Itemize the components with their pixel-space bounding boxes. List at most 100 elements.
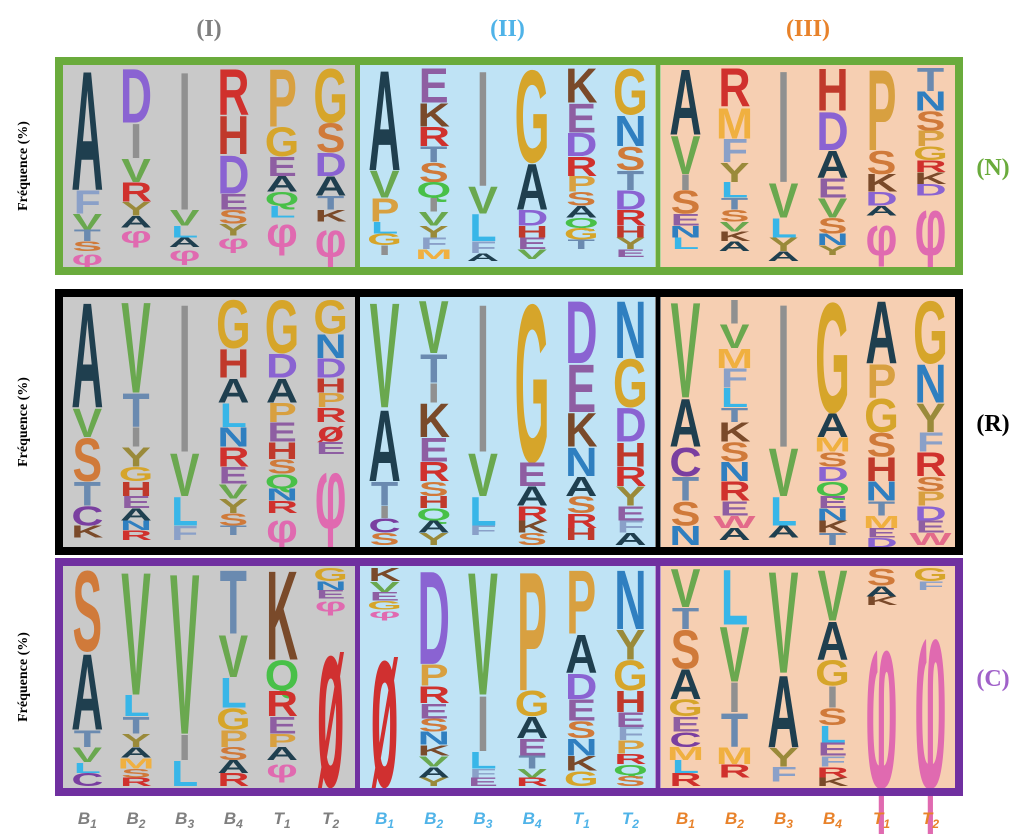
logo-letter: I: [728, 294, 740, 332]
logo-letter: V: [769, 172, 799, 228]
logo-letter: Y: [219, 221, 249, 239]
logo-letter: K: [816, 775, 849, 789]
logo-letter: L: [819, 720, 846, 748]
logo-letter: S: [671, 619, 701, 680]
logo-letter: S: [720, 436, 750, 467]
logo-letter: M: [716, 742, 753, 770]
logo-letter: P: [566, 552, 596, 653]
logo-letter: G: [367, 598, 402, 612]
x-tick-label: B2: [127, 809, 146, 831]
logo-letter: S: [566, 716, 596, 744]
x-tick-label: B4: [523, 809, 542, 831]
logo-letter: I: [428, 377, 440, 408]
logo-letter: E: [419, 700, 449, 724]
logo-letter: T: [721, 404, 748, 426]
logo-letter: E: [267, 712, 297, 739]
logo-letter: A: [217, 372, 249, 410]
logo-letter: V: [219, 623, 249, 690]
logo-letter: G: [515, 43, 550, 190]
logo-letter: W: [909, 530, 951, 549]
logo-letter: V: [370, 579, 401, 596]
logo-letter: G: [216, 288, 251, 364]
logo-letter: V: [720, 219, 750, 234]
logo-letter: R: [718, 476, 750, 507]
logo-letter: D: [614, 398, 646, 452]
logo-letter: G: [864, 388, 899, 442]
logo-letter: A: [565, 471, 597, 502]
logo-letter: L: [371, 219, 398, 238]
logo-letter: R: [816, 764, 848, 781]
logo-letter: H: [614, 436, 646, 474]
logo-letter: L: [770, 212, 797, 243]
logo-letter: T: [317, 193, 344, 214]
logo-letter: φ: [866, 206, 898, 267]
logo-letter: T: [74, 227, 102, 245]
logo-letter: K: [565, 403, 598, 457]
logo-letter: φ: [915, 182, 947, 274]
logo-letter: T: [721, 195, 749, 213]
logo-letter: M: [716, 343, 753, 374]
logo-letter: ø: [317, 417, 345, 447]
logo-letter: V: [370, 163, 400, 206]
logo-panel-background: [63, 564, 355, 790]
logo-letter: H: [418, 493, 450, 512]
logo-letter: Q: [265, 653, 300, 700]
logo-letter: D: [565, 282, 597, 382]
logo-letter: P: [370, 192, 400, 229]
logo-letter: F: [469, 238, 496, 257]
logo-letter: N: [266, 486, 298, 505]
logo-letter: E: [517, 733, 547, 761]
logo-letter: F: [74, 185, 101, 221]
logo-letter: E: [818, 739, 848, 759]
logo-letter: V: [73, 210, 103, 234]
logo-letter: N: [418, 729, 450, 749]
logo-panel-background: [63, 63, 355, 269]
x-tick-label: B1: [375, 809, 394, 831]
logo-letter: L: [770, 489, 797, 535]
logo-letter: T: [371, 476, 398, 514]
logo-panel-background: [360, 564, 655, 790]
logo-letter: Y: [419, 530, 449, 549]
logo-letter: L: [469, 206, 496, 249]
logo-letter: I: [428, 195, 440, 216]
column-group-labels: (I) (II) (III): [196, 16, 830, 42]
logo-letter: A: [71, 273, 103, 440]
logo-letter: R: [418, 121, 451, 152]
logo-letter: P: [219, 725, 249, 752]
logo-letter: A: [865, 583, 897, 600]
logo-letter: T: [819, 530, 847, 549]
logo-letter: S: [419, 478, 449, 501]
logo-letter: E: [671, 211, 701, 229]
logo-letter: Q: [815, 478, 850, 500]
row-frame: [55, 558, 963, 796]
logo-letter: D: [914, 503, 946, 525]
logo-letter: Y: [769, 234, 799, 255]
logo-letter: Y: [615, 235, 645, 254]
logo-letter: A: [120, 744, 152, 761]
logo-letter: P: [517, 538, 547, 727]
logo-letter: D: [865, 189, 897, 210]
logo-letter: K: [418, 97, 451, 134]
logo-letter: N: [614, 285, 646, 377]
logo-letter: C: [669, 440, 701, 486]
logo-letter: D: [217, 144, 249, 206]
logo-panel-background: [63, 295, 355, 549]
logo-letter: E: [419, 431, 449, 469]
logo-letter: H: [816, 57, 848, 124]
logo-letter: S: [73, 426, 103, 495]
logo-letter: M: [415, 247, 452, 262]
logo-letter: Y: [720, 157, 750, 188]
logo-letter: A: [315, 171, 347, 202]
logo-letter: A: [767, 653, 799, 768]
logo-letter: K: [368, 565, 401, 585]
logo-letter: C: [71, 501, 103, 531]
logo-letter: R: [614, 461, 647, 492]
logo-letter: G: [613, 347, 648, 423]
x-tick-label: T2: [922, 809, 939, 831]
logo-letter: V: [170, 206, 200, 230]
logo-letter: E: [566, 352, 596, 428]
logo-letter: L: [672, 235, 699, 253]
logo-letter: H: [217, 105, 249, 167]
logo-letter: C: [71, 770, 103, 790]
logo-letter: G: [119, 463, 154, 486]
